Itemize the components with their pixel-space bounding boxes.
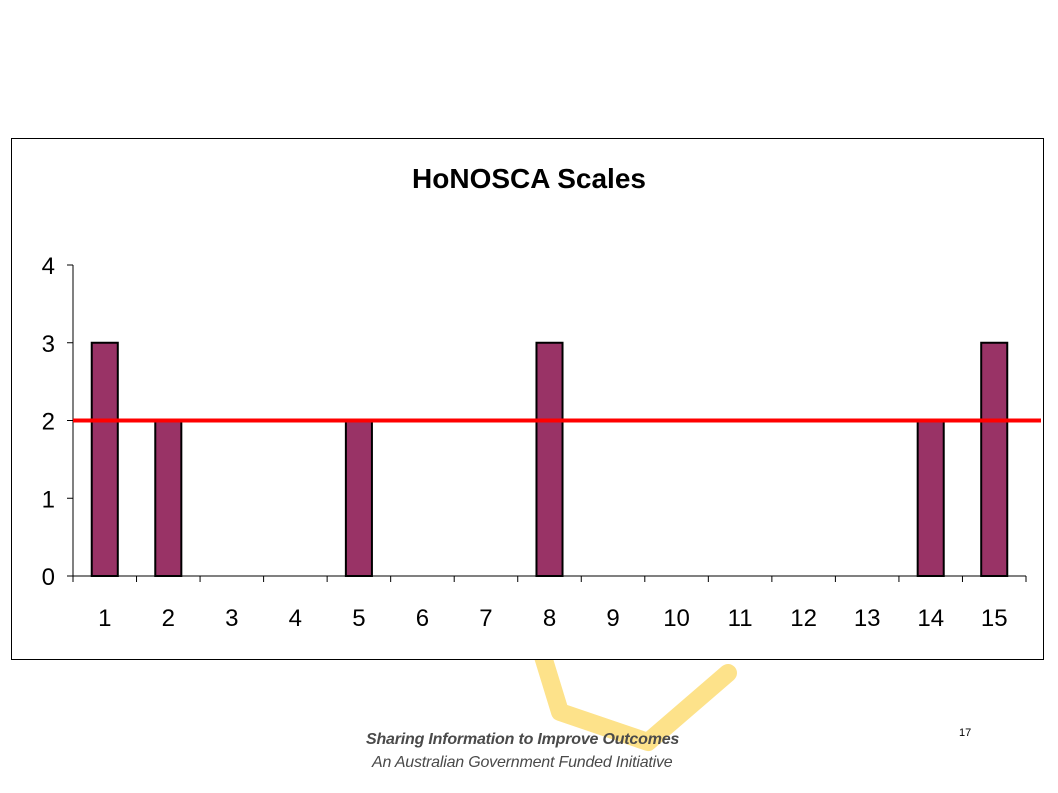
- x-tick-label: 9: [606, 605, 619, 632]
- bar: [916, 419, 945, 577]
- x-tick-label: 7: [479, 605, 492, 632]
- bar: [154, 419, 183, 577]
- bar: [535, 341, 564, 577]
- x-tick-label: 8: [543, 605, 556, 632]
- footer-tagline: Sharing Information to Improve Outcomes: [366, 731, 680, 748]
- x-tick-label: 13: [854, 605, 881, 632]
- y-tick-label: 4: [42, 253, 55, 280]
- x-tick-label: 10: [663, 605, 690, 632]
- footer-subtitle: An Australian Government Funded Initiati…: [372, 754, 673, 771]
- y-tick-label: 1: [42, 486, 55, 513]
- x-tick-label: 15: [981, 605, 1008, 632]
- x-tick-label: 4: [289, 605, 302, 632]
- y-tick-label: 3: [42, 331, 55, 358]
- chart-frame: [11, 138, 1044, 660]
- x-tick-label: 11: [728, 605, 753, 632]
- x-tick-label: 1: [98, 605, 111, 632]
- x-tick-label: 6: [416, 605, 429, 632]
- bar: [344, 419, 373, 577]
- x-tick-label: 3: [225, 605, 238, 632]
- x-tick-label: 14: [917, 605, 944, 632]
- y-tick-label: 2: [42, 409, 55, 436]
- x-tick-label: 12: [790, 605, 817, 632]
- x-tick-label: 5: [352, 605, 365, 632]
- bar: [90, 341, 119, 577]
- x-tick-label: 2: [162, 605, 175, 632]
- y-tick-label: 0: [42, 564, 55, 591]
- page-number: 17: [959, 727, 972, 739]
- chart-title: HoNOSCA Scales: [412, 163, 646, 194]
- bar: [980, 341, 1009, 577]
